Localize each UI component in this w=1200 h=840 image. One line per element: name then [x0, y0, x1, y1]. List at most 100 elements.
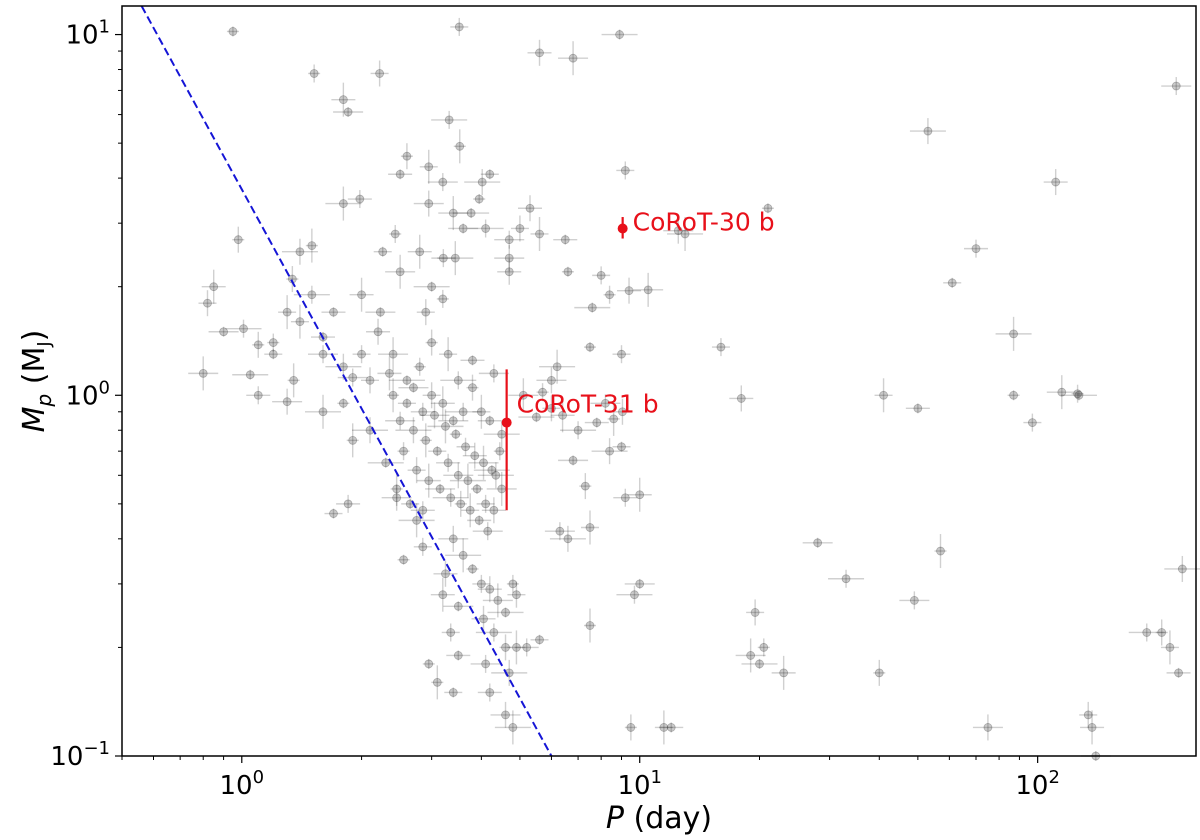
planet-marker — [343, 107, 353, 117]
planet-marker — [485, 169, 495, 179]
planet-point — [550, 398, 575, 433]
planet-marker — [438, 398, 448, 408]
planet-marker — [245, 370, 255, 380]
planet-point — [477, 683, 502, 702]
planet-point — [874, 378, 893, 413]
planet-marker — [307, 290, 317, 300]
planet-marker — [209, 282, 219, 292]
planet-point — [1166, 667, 1191, 678]
planet-marker — [504, 267, 514, 277]
planet-marker — [493, 595, 503, 605]
planet-point — [337, 368, 368, 387]
planet-point — [407, 457, 426, 484]
tick-base: 10 — [65, 381, 98, 411]
planet-marker — [1009, 390, 1018, 400]
planet-marker — [219, 327, 228, 337]
planet-marker — [560, 235, 570, 245]
planet-point — [558, 41, 589, 76]
planet-point — [413, 357, 426, 376]
y-axis-unit-sub: J — [34, 341, 55, 347]
planet-marker — [309, 69, 319, 78]
highlight-label: CoRoT-31 b — [517, 390, 659, 419]
planet-point — [425, 329, 438, 356]
planet-point — [472, 522, 503, 541]
planet-point — [226, 26, 239, 37]
planet-point — [1155, 619, 1168, 646]
planet-point — [873, 659, 886, 686]
planet-point — [467, 515, 492, 526]
planet-point — [507, 581, 526, 608]
planet-point — [349, 277, 374, 312]
planet-marker — [746, 651, 756, 660]
planet-marker — [585, 523, 595, 532]
planet-point — [337, 398, 350, 409]
planet-point — [612, 441, 631, 452]
planet-marker — [454, 22, 464, 32]
tick-exponent: 1 — [99, 17, 110, 38]
planet-point — [286, 266, 299, 293]
planet-marker — [573, 425, 583, 435]
planet-marker — [497, 429, 507, 439]
planet-point — [208, 326, 239, 337]
planet-point — [477, 415, 502, 426]
planet-marker — [453, 470, 463, 480]
planet-point — [324, 508, 343, 519]
planet-marker — [879, 390, 888, 400]
planet-point — [616, 585, 653, 604]
planet-point — [449, 463, 486, 498]
planet-marker — [841, 574, 851, 584]
planet-marker — [489, 628, 499, 637]
planet-marker — [479, 458, 488, 468]
planet-marker — [535, 635, 544, 645]
planet-point — [290, 304, 309, 339]
planet-marker — [373, 327, 383, 337]
planet-point — [472, 394, 491, 429]
planet-point — [601, 29, 638, 40]
planet-marker — [485, 584, 495, 594]
planet-marker — [592, 418, 602, 427]
planet-point — [373, 246, 392, 257]
planet-point — [592, 266, 611, 285]
planet-marker — [1165, 643, 1175, 652]
planet-point — [467, 219, 504, 238]
planet-point — [439, 337, 458, 372]
planet-point — [490, 701, 521, 728]
planet-point — [419, 402, 450, 429]
planet-point — [909, 118, 946, 145]
planet-point — [1060, 390, 1097, 401]
planet-marker — [485, 416, 495, 426]
boundary-dashed-line — [140, 6, 553, 756]
planet-point — [401, 498, 420, 509]
planet-marker — [295, 247, 305, 257]
planet-point — [388, 375, 425, 386]
planet-marker — [779, 668, 789, 678]
planet-point — [381, 484, 412, 511]
planet-point — [905, 403, 930, 414]
planet-marker — [418, 407, 428, 417]
planet-marker — [412, 515, 422, 525]
planet-marker — [239, 324, 248, 334]
planet-point — [232, 369, 269, 380]
tick-exponent: 1 — [651, 767, 662, 788]
planet-point — [581, 510, 600, 545]
planet-marker — [338, 398, 348, 408]
planet-marker — [476, 579, 486, 589]
planet-marker — [909, 595, 919, 605]
planet-marker — [736, 394, 746, 403]
planet-marker — [461, 442, 470, 452]
planet-marker — [474, 515, 484, 525]
planet-point — [419, 423, 432, 458]
planet-marker — [474, 194, 484, 204]
planet-point — [225, 319, 262, 338]
planet-marker — [427, 338, 437, 347]
planet-marker — [348, 373, 358, 382]
planet-marker — [568, 455, 578, 465]
planet-marker — [441, 421, 450, 431]
planet-marker — [458, 550, 468, 560]
planet-point — [389, 224, 402, 243]
planet-point — [431, 110, 468, 129]
planet-marker — [547, 403, 556, 413]
planet-marker — [568, 53, 578, 63]
planet-point — [460, 355, 485, 366]
planet-marker — [415, 362, 425, 372]
